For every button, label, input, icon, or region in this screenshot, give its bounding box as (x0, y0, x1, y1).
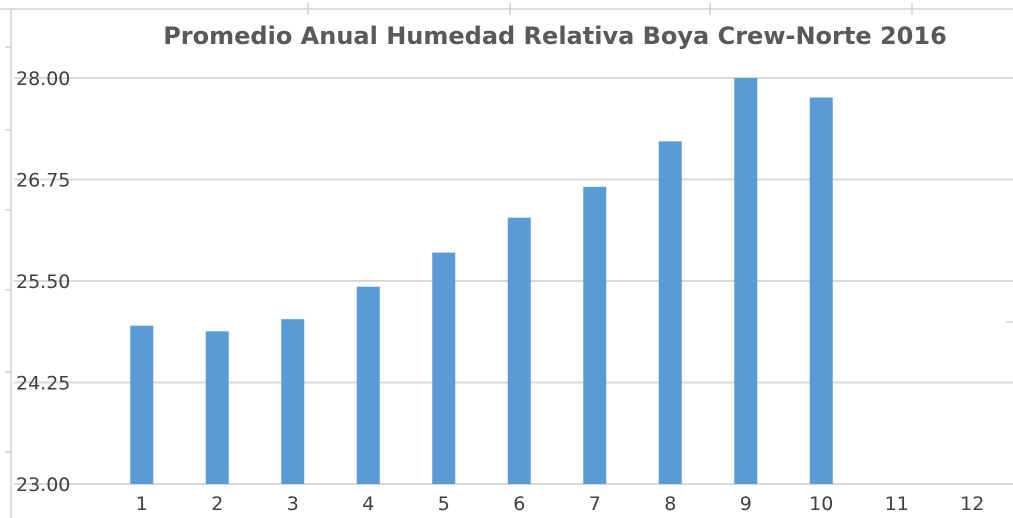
x-tick-label: 11 (885, 493, 909, 515)
x-tick-label: 4 (362, 493, 374, 515)
y-tick-label: 28.00 (16, 68, 70, 90)
x-tick-label: 10 (809, 493, 833, 515)
bar-8 (658, 141, 682, 484)
bar-series (130, 78, 833, 485)
bar-9 (734, 78, 758, 484)
x-tick-label: 9 (740, 493, 752, 515)
y-tick-label: 25.50 (16, 271, 70, 293)
x-axis-ticks: 1 2 3 4 5 6 7 8 9 10 11 12 (136, 493, 985, 515)
y-axis-ticks: 23.00 24.25 25.50 26.75 28.00 (16, 68, 70, 496)
x-tick-label: 1 (136, 493, 148, 515)
bar-6 (507, 217, 531, 484)
x-tick-label: 6 (513, 493, 525, 515)
bar-4 (356, 286, 380, 484)
y-tick-label: 26.75 (16, 170, 70, 192)
bar-10 (809, 97, 833, 484)
x-tick-label: 7 (589, 493, 601, 515)
bar-2 (205, 331, 229, 484)
y-tick-label: 23.00 (16, 474, 70, 496)
x-tick-label: 2 (211, 493, 223, 515)
bar-5 (432, 252, 456, 484)
bar-1 (130, 325, 154, 484)
x-tick-label: 5 (438, 493, 450, 515)
y-tick-label: 24.25 (16, 373, 70, 395)
bar-3 (281, 319, 305, 484)
chart-title: Promedio Anual Humedad Relativa Boya Cre… (163, 22, 947, 50)
bar-7 (583, 186, 607, 485)
x-tick-label: 12 (960, 493, 984, 515)
x-tick-label: 3 (287, 493, 299, 515)
x-tick-label: 8 (664, 493, 676, 515)
chart-frame (0, 3, 1013, 518)
